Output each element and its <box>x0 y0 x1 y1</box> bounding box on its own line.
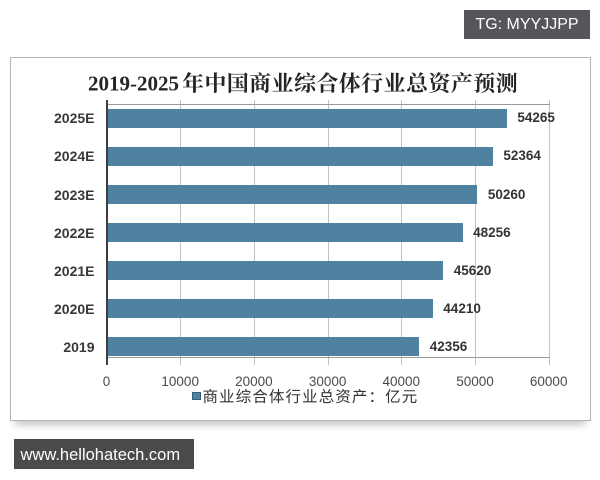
svg-text:2019-2025: 2019-2025 <box>88 72 179 96</box>
